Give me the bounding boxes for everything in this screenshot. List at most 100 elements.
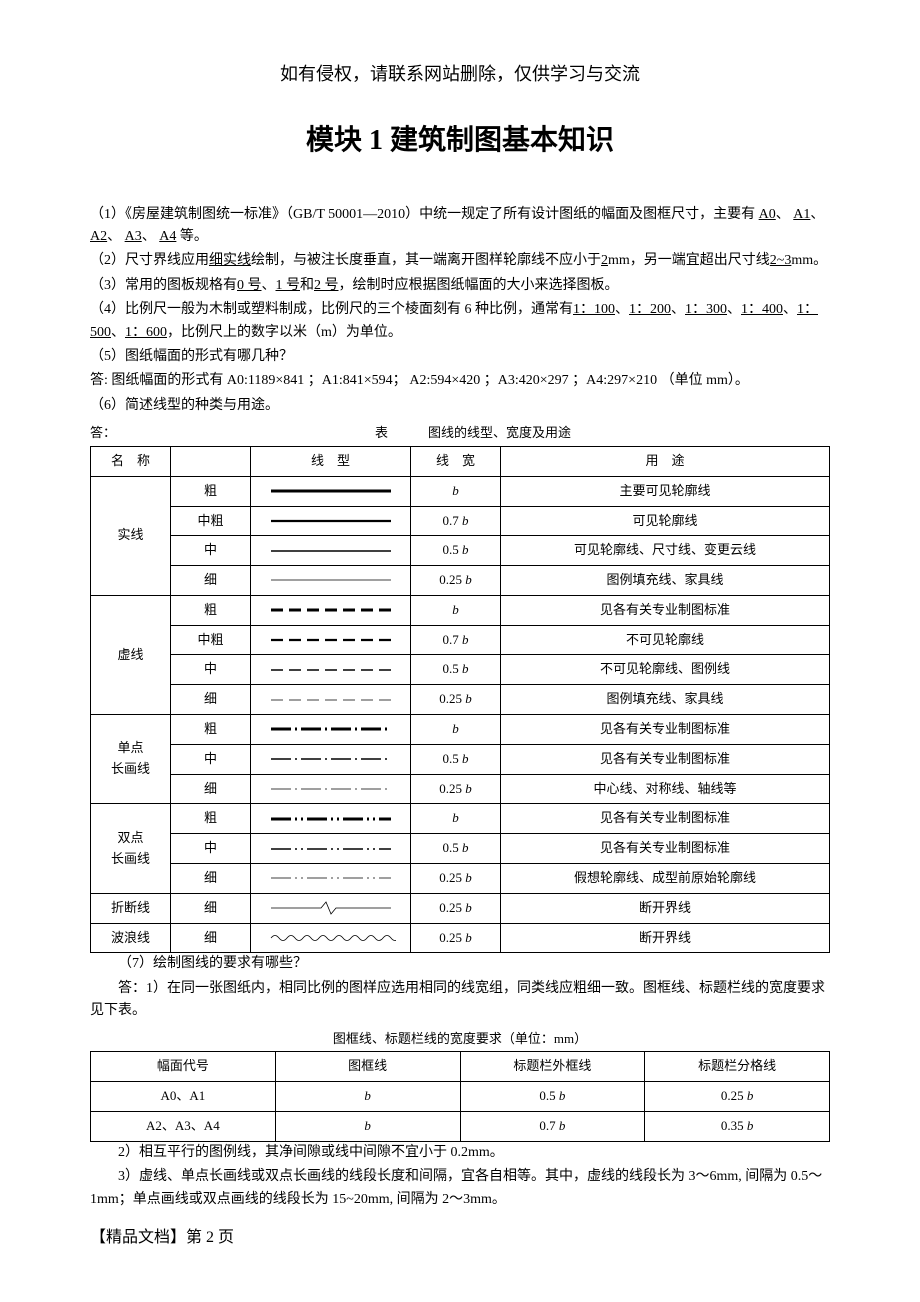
line-type-name: 单点长画线 (91, 715, 171, 804)
line-weight-sub: 中粗 (171, 625, 251, 655)
line-types-table: 名 称 线 型 线 宽 用 途 实线粗b主要可见轮廓线中粗0.7 b可见轮廓线中… (90, 446, 830, 954)
frame-width-table: 幅面代号图框线标题栏外框线标题栏分格线 A0、A1b0.5 b0.25 b A2、A… (90, 1051, 830, 1141)
line-width-value: 0.5 b (411, 655, 501, 685)
line-usage: 中心线、对称线、轴线等 (501, 774, 830, 804)
line-type-name: 实线 (91, 476, 171, 595)
line-usage: 可见轮廓线 (501, 506, 830, 536)
line-usage: 主要可见轮廓线 (501, 476, 830, 506)
line-type-name: 双点长画线 (91, 804, 171, 893)
line-style-sample (251, 893, 411, 923)
line-usage: 图例填充线、家具线 (501, 685, 830, 715)
line-width-value: 0.25 b (411, 923, 501, 953)
table-header: 图框线 (275, 1052, 460, 1082)
line-weight-sub: 细 (171, 864, 251, 894)
line-weight-sub: 中 (171, 834, 251, 864)
line-weight-sub: 粗 (171, 476, 251, 506)
table-cell: b (275, 1112, 460, 1142)
line-width-value: 0.25 b (411, 685, 501, 715)
line-usage: 假想轮廓线、成型前原始轮廓线 (501, 864, 830, 894)
table-cell: 0.25 b (645, 1082, 830, 1112)
line-weight-sub: 细 (171, 774, 251, 804)
line-style-sample (251, 595, 411, 625)
line-style-sample (251, 774, 411, 804)
line-usage: 不可见轮廓线 (501, 625, 830, 655)
line-style-sample (251, 536, 411, 566)
line-style-sample (251, 625, 411, 655)
line-width-value: 0.7 b (411, 625, 501, 655)
line-weight-sub: 细 (171, 685, 251, 715)
line-weight-sub: 细 (171, 566, 251, 596)
line-weight-sub: 中粗 (171, 506, 251, 536)
line-width-value: 0.25 b (411, 864, 501, 894)
paragraph-7-answer-2: 2）相互平行的图例线，其净间隙或线中间隙不宜小于 0.2mm。 (90, 1142, 830, 1164)
line-style-sample (251, 655, 411, 685)
line-width-value: b (411, 804, 501, 834)
line-usage: 图例填充线、家具线 (501, 566, 830, 596)
line-weight-sub: 细 (171, 923, 251, 953)
table-1-caption: 答： 表图线的线型、宽度及用途 (90, 423, 830, 444)
line-type-name: 波浪线 (91, 923, 171, 953)
line-usage: 见各有关专业制图标准 (501, 834, 830, 864)
paragraph-5: （5）图纸幅面的形式有哪几种？ (90, 346, 830, 368)
copyright-notice: 如有侵权，请联系网站删除，仅供学习与交流 (90, 60, 830, 89)
line-type-name: 折断线 (91, 893, 171, 923)
line-style-sample (251, 685, 411, 715)
paragraph-7: （7）绘制图线的要求有哪些？ (90, 953, 830, 975)
table-cell: 0.5 b (460, 1082, 645, 1112)
line-weight-sub: 中 (171, 744, 251, 774)
line-width-value: b (411, 476, 501, 506)
line-width-value: 0.5 b (411, 536, 501, 566)
line-width-value: 0.5 b (411, 834, 501, 864)
line-weight-sub: 细 (171, 893, 251, 923)
line-usage: 见各有关专业制图标准 (501, 715, 830, 745)
page-title: 模块 1 建筑制图基本知识 (90, 119, 830, 164)
line-usage: 见各有关专业制图标准 (501, 804, 830, 834)
line-style-sample (251, 744, 411, 774)
table-cell: A0、A1 (91, 1082, 276, 1112)
line-usage: 断开界线 (501, 893, 830, 923)
table-header: 幅面代号 (91, 1052, 276, 1082)
line-width-value: 0.25 b (411, 566, 501, 596)
line-width-value: 0.25 b (411, 774, 501, 804)
line-style-sample (251, 566, 411, 596)
line-usage: 见各有关专业制图标准 (501, 744, 830, 774)
line-style-sample (251, 476, 411, 506)
paragraph-4: （4）比例尺一般为木制或塑料制成，比例尺的三个棱面刻有 6 种比例，通常有1：1… (90, 299, 830, 344)
paragraph-7-answer-1: 答：1）在同一张图纸内，相同比例的图样应选用相同的线宽组，同类线应粗细一致。图框… (90, 978, 830, 1023)
table-header: 标题栏分格线 (645, 1052, 830, 1082)
line-width-value: 0.25 b (411, 893, 501, 923)
line-usage: 可见轮廓线、尺寸线、变更云线 (501, 536, 830, 566)
paragraph-5-answer: 答: 图纸幅面的形式有 A0:1189×841 ；A1:841×594； A2:… (90, 370, 830, 392)
line-weight-sub: 中 (171, 655, 251, 685)
line-width-value: b (411, 595, 501, 625)
line-weight-sub: 粗 (171, 595, 251, 625)
line-style-sample (251, 715, 411, 745)
line-style-sample (251, 923, 411, 953)
line-width-value: b (411, 715, 501, 745)
line-style-sample (251, 804, 411, 834)
table-cell: b (275, 1082, 460, 1112)
line-style-sample (251, 834, 411, 864)
paragraph-6: （6）简述线型的种类与用途。 (90, 395, 830, 417)
table-cell: 0.35 b (645, 1112, 830, 1142)
paragraph-3: （3）常用的图板规格有0 号、1 号和2 号，绘制时应根据图纸幅面的大小来选择图… (90, 275, 830, 297)
line-style-sample (251, 864, 411, 894)
table-cell: 0.7 b (460, 1112, 645, 1142)
line-usage: 见各有关专业制图标准 (501, 595, 830, 625)
paragraph-1: （1）《房屋建筑制图统一标准》（GB/T 50001—2010）中统一规定了所有… (90, 204, 830, 249)
line-width-value: 0.5 b (411, 744, 501, 774)
line-type-name: 虚线 (91, 595, 171, 714)
line-width-value: 0.7 b (411, 506, 501, 536)
page-footer: 【精品文档】第 2 页 (90, 1225, 830, 1251)
line-usage: 不可见轮廓线、图例线 (501, 655, 830, 685)
line-weight-sub: 粗 (171, 715, 251, 745)
line-usage: 断开界线 (501, 923, 830, 953)
line-weight-sub: 中 (171, 536, 251, 566)
paragraph-2: （2）尺寸界线应用细实线绘制，与被注长度垂直，其一端离开图样轮廓线不应小于2mm… (90, 250, 830, 272)
table-2-caption: 图框线、标题栏线的宽度要求（单位：mm） (90, 1029, 830, 1050)
line-weight-sub: 粗 (171, 804, 251, 834)
table-cell: A2、A3、A4 (91, 1112, 276, 1142)
table-header: 标题栏外框线 (460, 1052, 645, 1082)
line-style-sample (251, 506, 411, 536)
paragraph-7-answer-3: 3）虚线、单点长画线或双点长画线的线段长度和间隔，宜各自相等。其中，虚线的线段长… (90, 1166, 830, 1211)
